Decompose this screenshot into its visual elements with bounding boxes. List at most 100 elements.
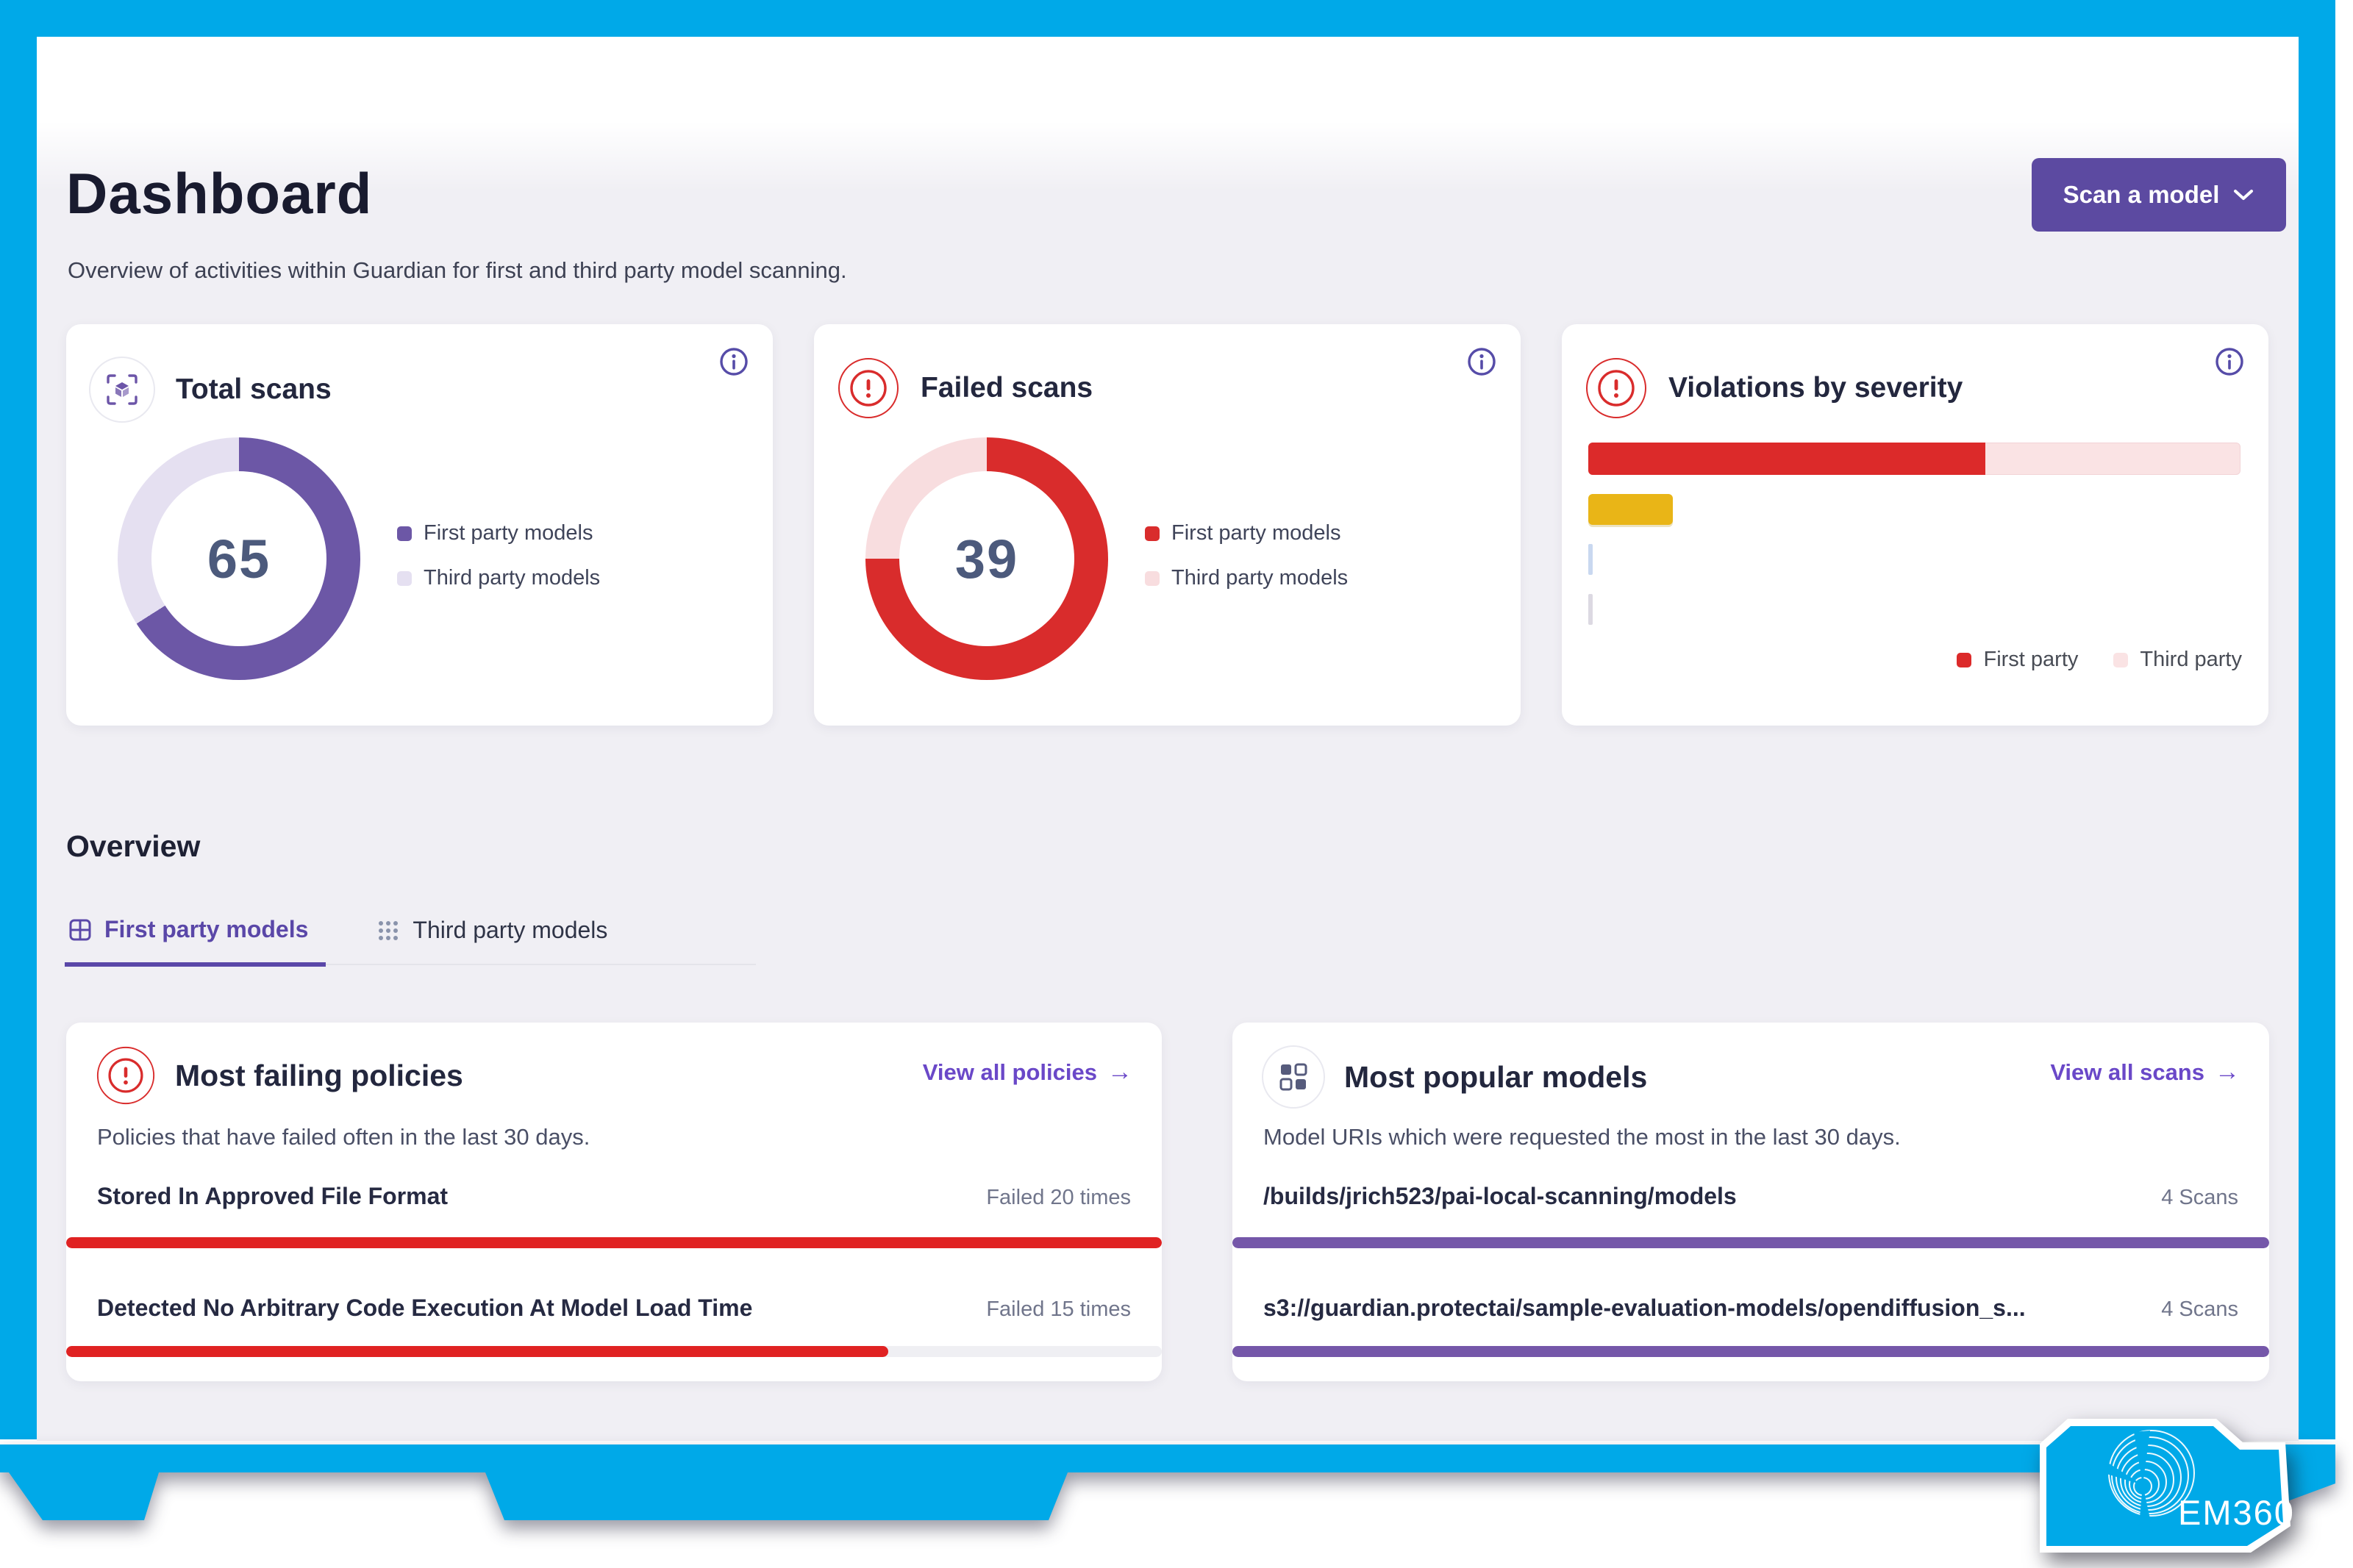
tab-first-party-models[interactable]: First party models	[65, 916, 326, 967]
tab-label: Third party models	[413, 917, 608, 943]
model-uri: s3://guardian.protectai/sample-evaluatio…	[1263, 1295, 2026, 1321]
tab-label: First party models	[104, 916, 309, 942]
info-icon[interactable]	[2214, 346, 2245, 377]
policy-bar-track	[66, 1346, 1162, 1357]
policy-item[interactable]: Detected No Arbitrary Code Execution At …	[97, 1295, 1131, 1322]
failed-scans-value: 39	[954, 528, 1019, 590]
legend-swatch-third-party	[1145, 570, 1160, 586]
frame-border-top	[0, 0, 2335, 37]
legend-swatch-third-party	[397, 570, 412, 586]
view-all-scans-link[interactable]: View all scans →	[2050, 1058, 2240, 1086]
most-failing-policies-card: Most failing policies View all policies …	[66, 1023, 1162, 1381]
legend-label: First party	[1983, 648, 2079, 671]
legend-label: First party models	[1171, 521, 1341, 545]
link-label: View all policies	[922, 1059, 1097, 1085]
view-all-policies-link[interactable]: View all policies →	[923, 1058, 1132, 1086]
frame-bottom-band	[0, 1445, 2335, 1523]
policy-bar-fill	[66, 1346, 888, 1357]
card-title: Violations by severity	[1668, 372, 1963, 404]
policy-fail-count: Failed 15 times	[986, 1297, 1131, 1321]
total-scans-donut: 65	[118, 437, 360, 680]
scan-a-model-button[interactable]: Scan a model	[2032, 158, 2286, 232]
guardian-dashboard-page: Dashboard Overview of activities within …	[37, 37, 2299, 1441]
legend-item: Third party models	[1145, 566, 1348, 590]
legend-item: First party models	[397, 521, 600, 545]
violations-by-severity-card: Violations by severity	[1562, 324, 2268, 726]
arrow-right-icon: →	[1107, 1058, 1132, 1086]
legend-label: Third party models	[424, 566, 601, 590]
em360-logo-badge: EM360	[2040, 1419, 2295, 1553]
chevron-down-icon	[2234, 190, 2254, 200]
model-uri: /builds/jrich523/pai-local-scanning/mode…	[1263, 1183, 1737, 1209]
violations-bar-low	[1588, 594, 1593, 625]
grid-icon	[69, 919, 91, 940]
model-scan-count: 4 Scans	[2161, 1186, 2238, 1209]
overview-heading: Overview	[66, 829, 201, 863]
model-item[interactable]: /builds/jrich523/pai-local-scanning/mode…	[1263, 1183, 2238, 1210]
total-scans-value: 65	[207, 528, 271, 590]
legend-swatch-first-party	[397, 526, 412, 541]
violations-legend: First party Third party	[1957, 648, 2242, 672]
alert-circle-icon	[96, 1045, 156, 1106]
info-icon[interactable]	[718, 346, 749, 377]
card-subtitle: Model URIs which were requested the most…	[1263, 1124, 1901, 1150]
em360-logo-text: EM360	[2178, 1493, 2295, 1532]
card-title: Most failing policies	[175, 1058, 463, 1092]
card-title: Failed scans	[921, 372, 1093, 404]
card-title: Total scans	[176, 373, 332, 405]
legend-item: First party models	[1145, 521, 1348, 545]
policy-bar-fill	[66, 1237, 1162, 1248]
failed-scans-legend: First party models Third party models	[1145, 521, 1348, 590]
legend-item: First party	[1957, 648, 2078, 672]
scan-target-icon	[89, 357, 155, 423]
total-scans-legend: First party models Third party models	[397, 521, 600, 590]
legend-label: Third party models	[1171, 566, 1349, 590]
model-bar-track	[1232, 1346, 2269, 1357]
most-popular-models-card: Most popular models View all scans → Mod…	[1232, 1023, 2269, 1381]
arrow-right-icon: →	[2215, 1058, 2240, 1086]
alert-circle-icon	[1585, 357, 1648, 420]
legend-swatch-third-party	[2113, 652, 2129, 667]
policy-fail-count: Failed 20 times	[986, 1186, 1131, 1209]
policy-name: Stored In Approved File Format	[97, 1183, 449, 1209]
scan-a-model-label: Scan a model	[2063, 181, 2220, 208]
legend-item: Third party	[2113, 648, 2242, 672]
alert-circle-icon	[837, 357, 900, 420]
legend-item: Third party models	[397, 566, 600, 590]
page-subtitle: Overview of activities within Guardian f…	[68, 257, 847, 283]
violations-bar-high	[1588, 494, 1674, 525]
policy-bar-track	[66, 1237, 1162, 1248]
model-scan-count: 4 Scans	[2161, 1297, 2238, 1321]
frame-border-right	[2299, 0, 2335, 1439]
legend-swatch-first-party	[1145, 526, 1160, 541]
model-bar-track	[1232, 1237, 2269, 1248]
policy-name: Detected No Arbitrary Code Execution At …	[97, 1295, 753, 1321]
card-subtitle: Policies that have failed often in the l…	[97, 1124, 590, 1150]
failed-scans-card: Failed scans 39 First party models	[814, 324, 1521, 726]
violations-bar-critical-first-party	[1588, 443, 1985, 475]
total-scans-card: Total scans 65 First party models	[66, 324, 773, 726]
legend-swatch-first-party	[1957, 652, 1972, 667]
dots-grid-icon	[379, 920, 399, 940]
failed-scans-donut: 39	[865, 437, 1108, 680]
info-icon[interactable]	[1466, 346, 1497, 377]
legend-label: Third party	[2140, 648, 2242, 671]
legend-label: First party models	[424, 521, 593, 545]
frame-border-left	[0, 0, 37, 1439]
page-title: Dashboard	[66, 161, 373, 226]
violations-bar-critical	[1588, 443, 2240, 475]
card-title: Most popular models	[1344, 1059, 1648, 1094]
model-item[interactable]: s3://guardian.protectai/sample-evaluatio…	[1263, 1295, 2238, 1322]
overview-tabs: First party models Third party models	[65, 916, 756, 967]
model-bar-fill	[1232, 1346, 2269, 1357]
donut-hole: 39	[899, 471, 1074, 646]
link-label: View all scans	[2050, 1059, 2204, 1085]
tab-third-party-models[interactable]: Third party models	[373, 916, 625, 964]
violations-bar-medium	[1588, 544, 1593, 575]
donut-hole: 65	[151, 471, 326, 646]
policy-item[interactable]: Stored In Approved File Format Failed 20…	[97, 1183, 1131, 1210]
violations-bar-chart	[1588, 443, 2240, 644]
category-grid-icon	[1262, 1045, 1325, 1109]
model-bar-fill	[1232, 1237, 2269, 1248]
